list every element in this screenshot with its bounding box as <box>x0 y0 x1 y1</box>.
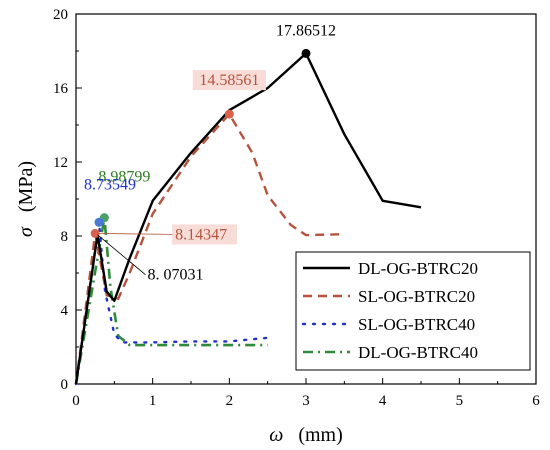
x-tick-label: 3 <box>302 393 310 409</box>
legend-label: DL-OG-BTRC40 <box>358 343 478 362</box>
annotation-label: 8. 07031 <box>147 267 203 284</box>
annotation-label: 8.98799 <box>98 169 150 186</box>
annotation-marker <box>90 228 100 238</box>
y-axis-symbol: σ <box>15 226 37 237</box>
legend-label: DL-OG-BTRC20 <box>358 259 478 278</box>
legend: DL-OG-BTRC20 SL-OG-BTRC20 SL-OG-BTRC40 DL-O… <box>295 251 531 371</box>
legend-label: SL-OG-BTRC20 <box>358 287 475 306</box>
series-line-sl-og-btrc40 <box>74 221 269 386</box>
annotation-leader <box>95 233 174 235</box>
series-line-sl-og-btrc20 <box>74 112 345 385</box>
legend-box <box>295 251 531 371</box>
x-tick-label: 6 <box>532 393 540 409</box>
annotation-marker <box>94 217 104 227</box>
series-layer <box>74 52 422 386</box>
x-tick-label: 5 <box>456 393 464 409</box>
series-line-dl-og-btrc40 <box>74 216 268 385</box>
annotation-label-bg <box>172 224 237 245</box>
annotation-label: 17.86512 <box>276 22 336 39</box>
y-tick-label: 8 <box>61 229 69 245</box>
annotation-label-bg <box>192 70 266 91</box>
y-tick-label: 4 <box>61 303 69 319</box>
y-axis-unit: (MPa) <box>15 161 37 212</box>
annotation-leader <box>97 234 146 276</box>
x-tick-label: 2 <box>226 393 234 409</box>
annotation-marker <box>301 48 311 58</box>
annotation-label: 14.58561 <box>199 72 259 89</box>
y-axis-label: σ (MPa) <box>15 161 37 237</box>
y-tick-label: 12 <box>53 155 68 171</box>
annotation-label: 8.73549 <box>84 176 136 193</box>
x-axis-symbol: ω <box>269 424 283 446</box>
x-tick-label: 0 <box>72 393 80 409</box>
series-line-dl-og-btrc20 <box>74 52 422 385</box>
legend-label: SL-OG-BTRC40 <box>358 315 475 334</box>
annotation-label: 8.14347 <box>175 226 227 243</box>
x-axis-unit: (mm) <box>298 424 342 446</box>
x-axis-label: ω (mm) <box>269 424 343 446</box>
y-tick-label: 0 <box>61 377 69 393</box>
y-tick-label: 20 <box>53 7 68 23</box>
y-tick-label: 16 <box>53 81 69 97</box>
x-tick-label: 4 <box>379 393 387 409</box>
annotation-marker <box>224 109 234 119</box>
x-tick-label: 1 <box>149 393 157 409</box>
